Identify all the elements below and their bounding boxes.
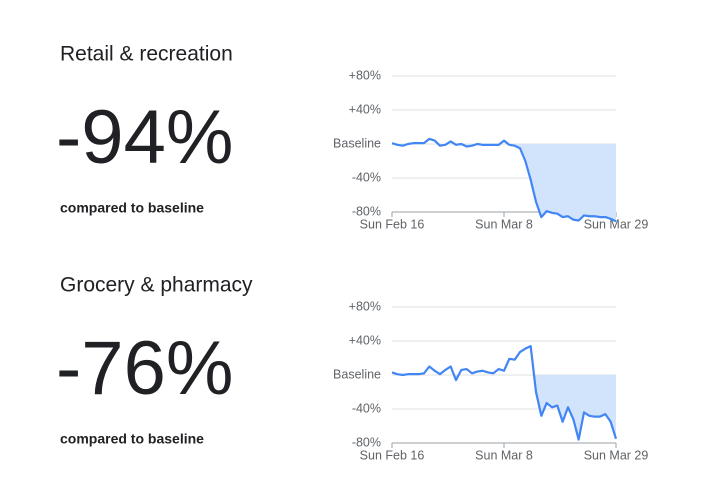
line xyxy=(391,137,617,223)
line xyxy=(391,345,618,441)
y-tick-label: -80% xyxy=(352,435,381,449)
y-tick-label: +40% xyxy=(349,102,381,116)
y-tick-label: Baseline xyxy=(333,136,381,150)
y-tick-label: -40% xyxy=(352,401,381,415)
x-tick-label: Sun Mar 29 xyxy=(584,217,649,231)
y-tick-label: +80% xyxy=(349,299,381,313)
y-tick-label: +80% xyxy=(349,68,381,82)
y-tick-label: +40% xyxy=(349,333,381,347)
x-tick-label: Sun Mar 29 xyxy=(584,448,649,462)
chart-title: Retail & recreation xyxy=(60,43,233,66)
x-tick-label: Sun Mar 8 xyxy=(475,448,533,462)
chart-title: Grocery & pharmacy xyxy=(60,274,253,297)
area xyxy=(392,375,616,440)
x-tick-label: Sun Feb 16 xyxy=(360,217,425,231)
headline: -94% xyxy=(56,95,233,180)
y-tick-label: Baseline xyxy=(333,367,381,381)
y-tick-label: -80% xyxy=(352,204,381,218)
y-tick-label: -40% xyxy=(352,170,381,184)
subtitle: compared to baseline xyxy=(60,431,204,447)
x-tick-label: Sun Mar 8 xyxy=(475,217,533,231)
area xyxy=(392,144,616,222)
subtitle: compared to baseline xyxy=(60,200,204,216)
x-tick-label: Sun Feb 16 xyxy=(360,448,425,462)
headline: -76% xyxy=(56,326,233,411)
